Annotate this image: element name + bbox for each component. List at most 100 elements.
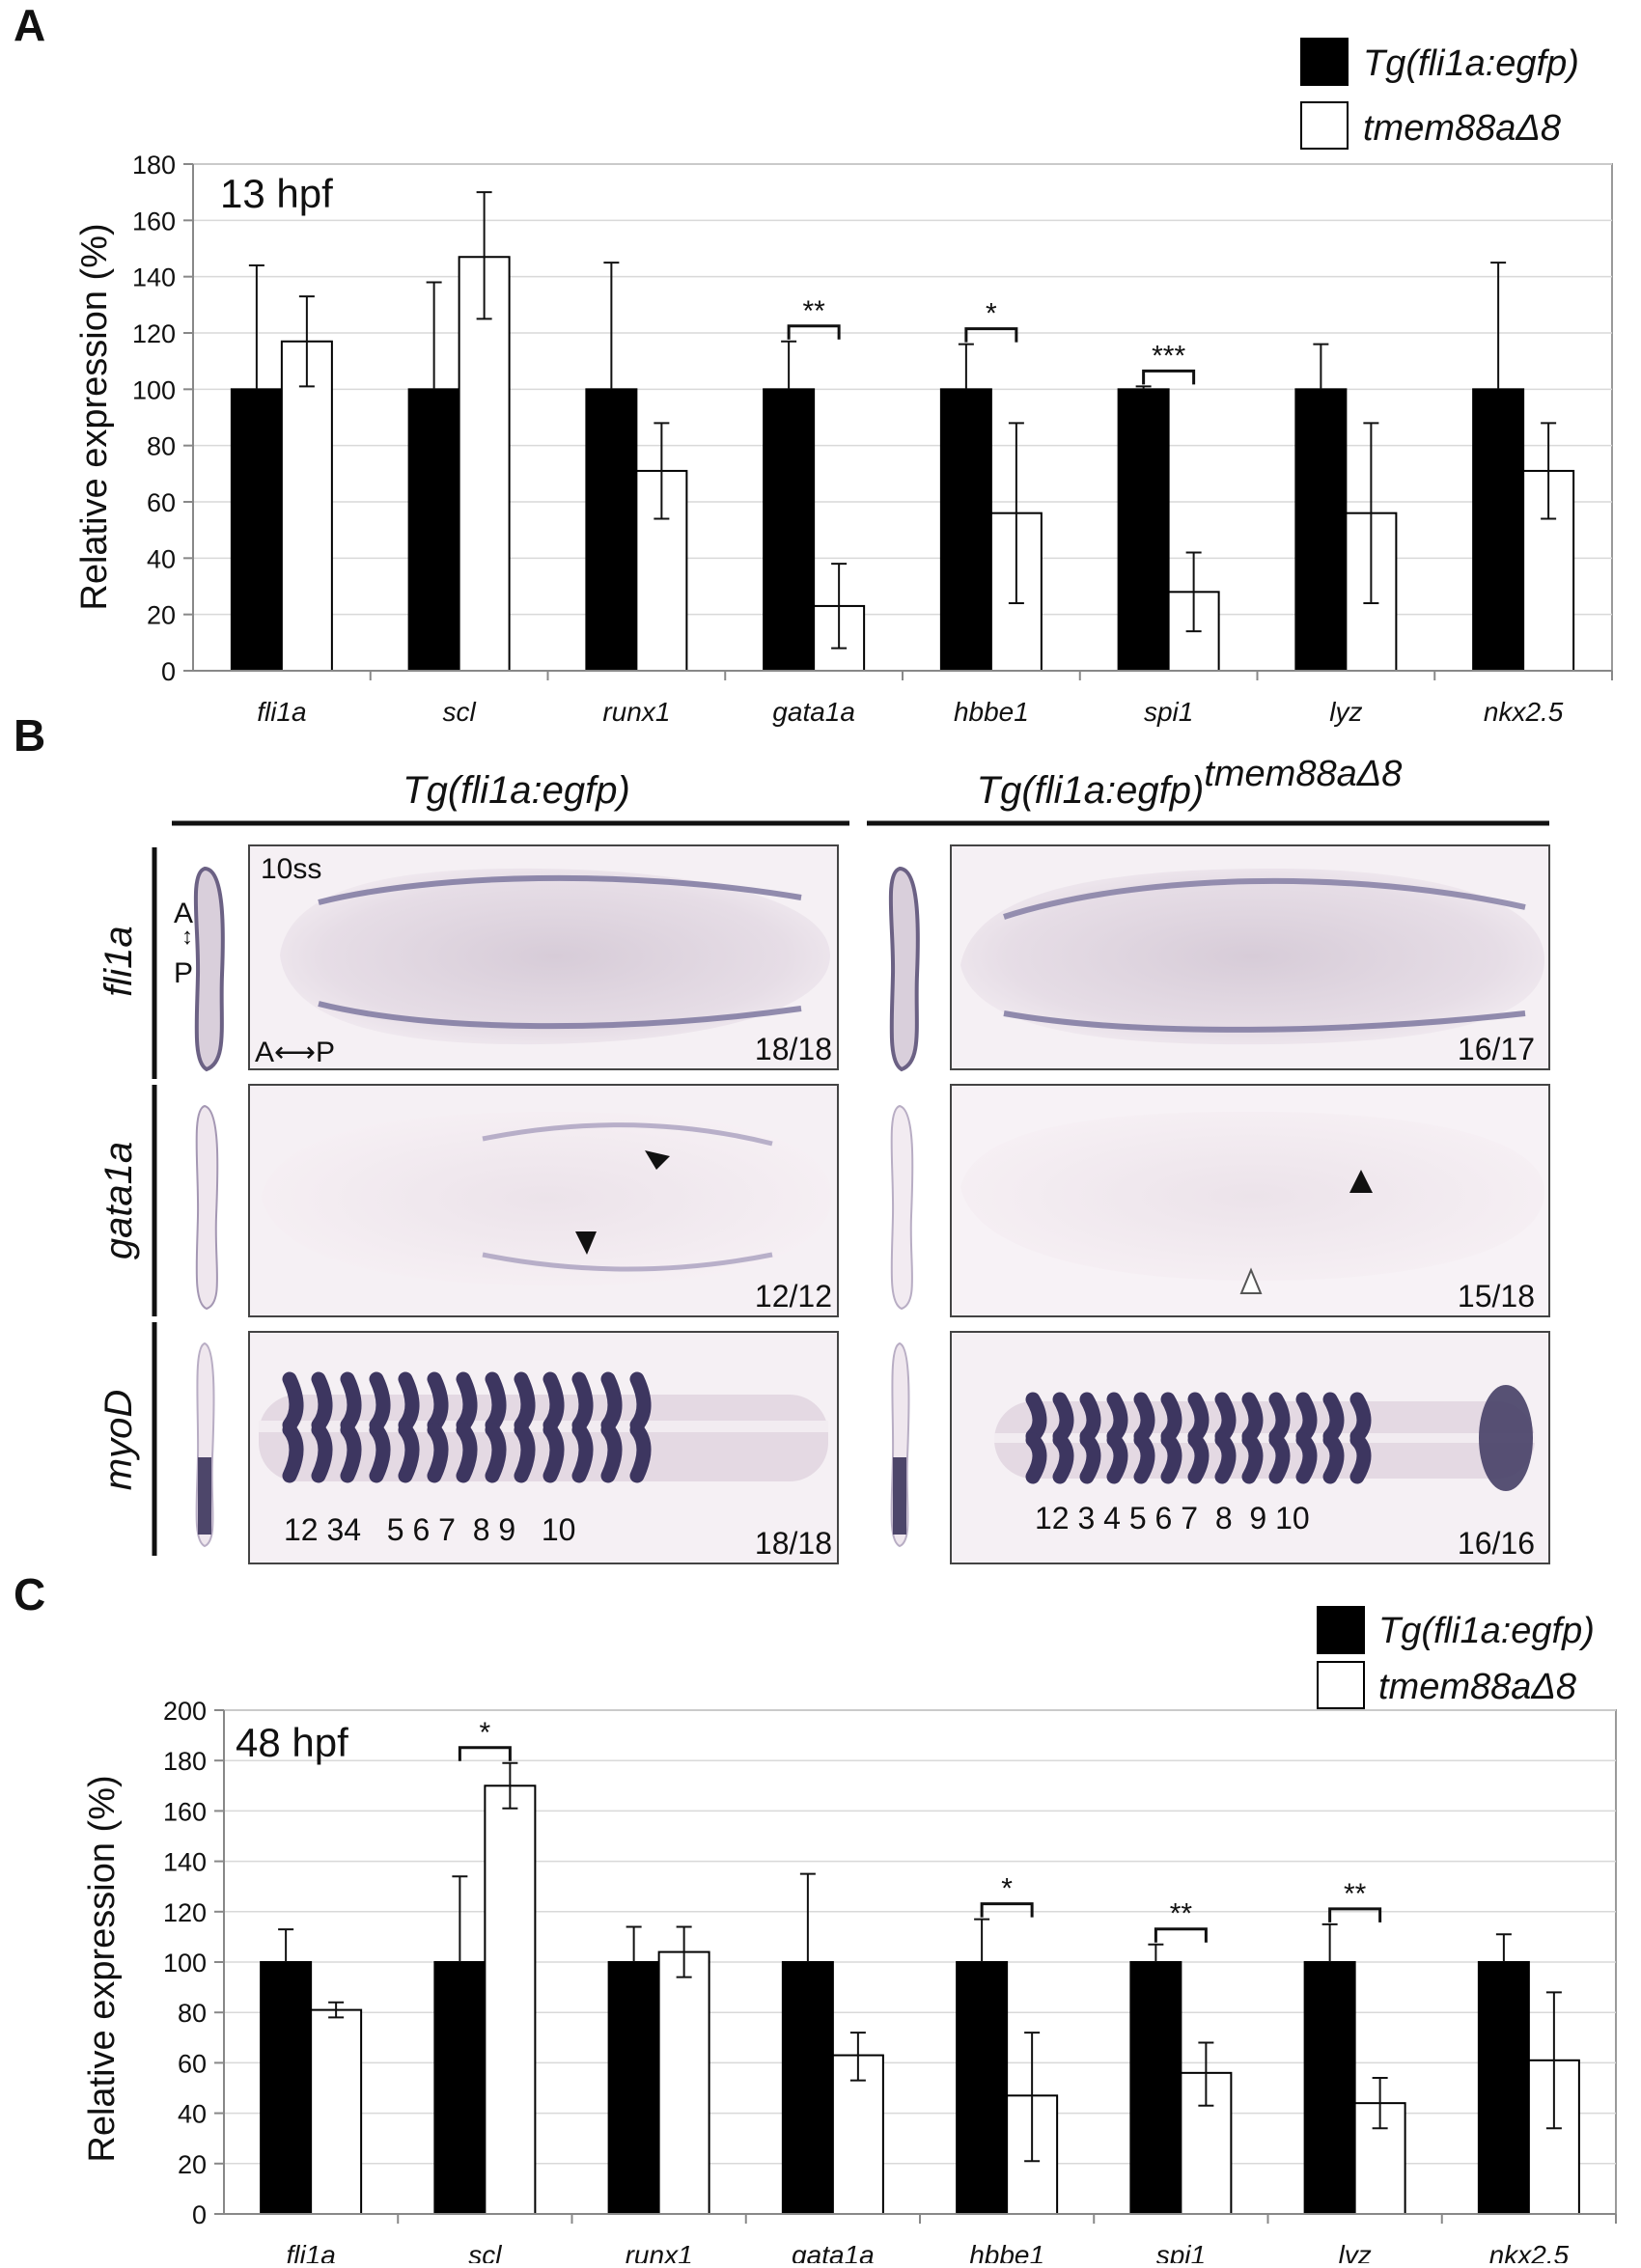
- column-title-mutant-base: Tg(fli1a:egfp): [977, 769, 1205, 812]
- bar-lyz-control: [1294, 388, 1348, 672]
- somite-lower: [1241, 1432, 1264, 1484]
- image-myod-control: [248, 1331, 839, 1564]
- significance-label: **: [1344, 1878, 1367, 1910]
- axis-label-p-vertical: P: [174, 957, 193, 989]
- x-tick-label-lyz: lyz: [1329, 697, 1362, 727]
- image-gata1a-mutant: [950, 1084, 1550, 1317]
- somite-lower: [542, 1423, 565, 1483]
- count-fli1a-control: 18/18: [755, 1032, 832, 1066]
- count-gata1a-mutant: 15/18: [1458, 1279, 1535, 1314]
- somite-lower: [1322, 1432, 1345, 1484]
- x-tick-label-scl: scl: [443, 697, 477, 727]
- image-gata1a-control: [248, 1084, 839, 1317]
- thumb-gata1a-mutant: [890, 1104, 914, 1311]
- somite-upper: [600, 1371, 623, 1432]
- somite-lower: [1106, 1432, 1128, 1484]
- chart-a-x-labels: fli1a scl runx1 gata1a hbbe1 spi1 lyz nkx2.5: [257, 671, 1613, 727]
- chart-a-gridlines: [193, 163, 1612, 616]
- significance-label: ***: [1152, 340, 1185, 372]
- bar-runx1-control: [585, 388, 638, 672]
- chart-c-error-bars: [278, 1761, 1562, 2163]
- thumb-gata1a-control: [195, 1104, 219, 1311]
- somite-upper: [340, 1371, 362, 1432]
- y-tick-label: 120: [163, 1898, 207, 1927]
- significance-bracket: [1328, 1907, 1382, 1922]
- bar-hbbe1-control: [939, 388, 992, 672]
- y-tick-label: 0: [161, 657, 176, 686]
- chart-c-annotation: 48 hpf: [236, 1720, 348, 1765]
- significance-bracket: [787, 324, 841, 340]
- legend-c-swatch-mutant: [1317, 1661, 1365, 1709]
- legend-c-swatch-control: [1317, 1606, 1365, 1654]
- image-fli1a-mutant: [950, 844, 1550, 1070]
- somite-lower: [1160, 1432, 1182, 1484]
- significance-bracket: [458, 1746, 512, 1761]
- y-tick-label: 60: [147, 488, 176, 517]
- bar-scl-control: [407, 388, 460, 672]
- bar-nkx2.5-control: [1477, 1961, 1530, 2215]
- bar-spi1-control: [1117, 388, 1170, 672]
- somite-upper: [1349, 1392, 1372, 1444]
- chart-c-bars: [260, 1784, 1580, 2216]
- image-fli1a-control: [248, 844, 839, 1070]
- y-tick-label: 140: [132, 263, 176, 292]
- somite-lower: [1349, 1432, 1372, 1484]
- somite-lower: [1025, 1432, 1047, 1484]
- y-tick-label: 180: [132, 151, 176, 180]
- x-tick-label-fli1a: fli1a: [286, 2240, 335, 2263]
- axis-label-a-vertical: A: [174, 898, 193, 929]
- somite-upper: [456, 1371, 478, 1432]
- somite-lower: [1295, 1432, 1318, 1484]
- y-tick-label: 160: [132, 207, 176, 235]
- count-fli1a-mutant: 16/17: [1458, 1032, 1535, 1066]
- y-tick-label: 40: [147, 544, 176, 573]
- somite-upper: [629, 1371, 652, 1432]
- somite-upper: [311, 1371, 333, 1432]
- somite-upper: [1322, 1392, 1345, 1444]
- arrowhead-filled-mutant: [1349, 1170, 1373, 1193]
- somite-upper: [1187, 1392, 1210, 1444]
- somite-upper: [514, 1371, 536, 1432]
- somite-lower: [1079, 1432, 1101, 1484]
- legend-a: Tg(fli1a:egfp) tmem88aΔ8: [1300, 38, 1579, 150]
- somite-lower: [398, 1423, 420, 1483]
- legend-a-label-mutant: tmem88aΔ8: [1363, 108, 1561, 149]
- somite-lower: [1268, 1432, 1291, 1484]
- significance-bracket: [980, 1902, 1034, 1918]
- legend-c: Tg(fli1a:egfp) tmem88aΔ8: [1317, 1606, 1595, 1709]
- x-tick-label-scl: scl: [468, 2240, 502, 2263]
- somite-upper: [1052, 1392, 1074, 1444]
- legend-a-swatch-control: [1300, 38, 1349, 86]
- somite-lower: [456, 1423, 478, 1483]
- y-tick-label: 100: [163, 1949, 207, 1978]
- somites-control: [282, 1371, 652, 1483]
- panel-letter-b: B: [14, 710, 45, 761]
- x-tick-label-runx1: runx1: [602, 697, 670, 727]
- count-gata1a-control: 12/12: [755, 1279, 832, 1314]
- somite-upper: [282, 1371, 304, 1432]
- bar-gata1a-control: [781, 1961, 834, 2215]
- y-tick-label: 60: [178, 2049, 207, 2078]
- legend-c-label-control: Tg(fli1a:egfp): [1378, 1611, 1595, 1651]
- significance-bracket: [1154, 1927, 1208, 1943]
- chart-c-significance: ******: [458, 1717, 1382, 1943]
- chart-a-plot-frame: [192, 163, 1613, 672]
- bar-hbbe1-control: [956, 1961, 1009, 2215]
- panel-a: A Tg(fli1a:egfp) tmem88aΔ8 0 20 40 60 80 100 1…: [14, 0, 1613, 727]
- somite-lower: [1133, 1432, 1155, 1484]
- significance-bracket: [1142, 369, 1196, 385]
- somite-lower: [311, 1423, 333, 1483]
- arrowhead-open-mutant: [1239, 1267, 1263, 1294]
- bar-spi1-control: [1129, 1961, 1182, 2215]
- somite-upper: [427, 1371, 449, 1432]
- thumb-myod-mutant: [890, 1341, 910, 1548]
- x-tick-label-nkx2.5: nkx2.5: [1489, 2240, 1570, 2263]
- image-myod-mutant: [950, 1331, 1550, 1564]
- x-tick-label-gata1a: gata1a: [772, 697, 855, 727]
- chart-c-x-labels: fli1a scl runx1 gata1a hbbe1 spi1 lyz nkx2.5: [286, 2214, 1617, 2268]
- x-tick-label-spi1: spi1: [1156, 2240, 1206, 2263]
- somite-upper: [1079, 1392, 1101, 1444]
- panel-letter-a: A: [14, 0, 45, 50]
- somite-lower: [600, 1423, 623, 1483]
- somite-lower: [1187, 1432, 1210, 1484]
